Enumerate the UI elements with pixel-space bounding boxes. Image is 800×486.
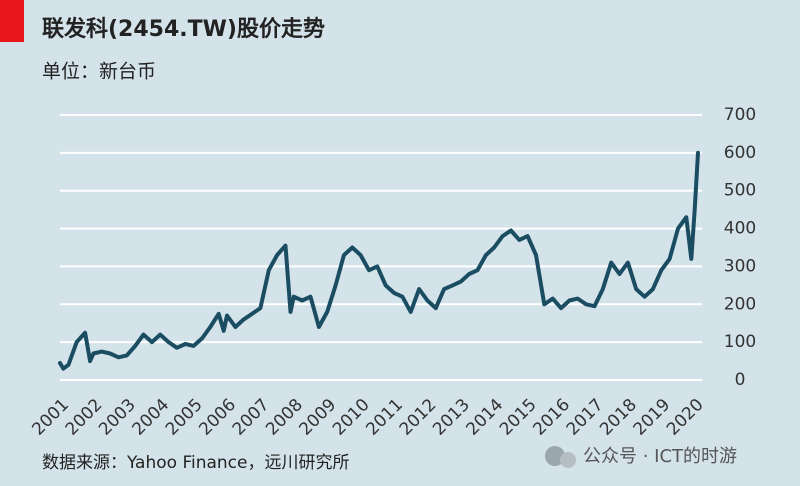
y-tick-label: 0 bbox=[735, 370, 746, 390]
x-tick-label: 2007 bbox=[229, 395, 274, 440]
y-tick-label: 100 bbox=[724, 332, 756, 352]
x-tick-label: 2016 bbox=[529, 395, 574, 440]
y-tick-label: 400 bbox=[724, 219, 756, 239]
x-tick-label: 2003 bbox=[95, 395, 140, 440]
x-tick-label: 2013 bbox=[429, 395, 474, 440]
x-tick-label: 2001 bbox=[28, 395, 73, 440]
chart-subtitle: 单位：新台币 bbox=[42, 61, 156, 83]
watermark: 公众号 · ICT的时游 bbox=[583, 446, 737, 467]
x-tick-label: 2012 bbox=[396, 395, 441, 440]
x-tick-label: 2019 bbox=[630, 395, 675, 440]
x-tick-label: 2014 bbox=[463, 395, 508, 440]
x-tick-label: 2005 bbox=[162, 395, 207, 440]
x-tick-label: 2015 bbox=[496, 395, 541, 440]
watermark-icon bbox=[545, 446, 576, 468]
x-tick-label: 2002 bbox=[62, 395, 107, 440]
x-tick-label: 2018 bbox=[596, 395, 641, 440]
y-tick-label: 300 bbox=[724, 256, 756, 276]
x-tick-label: 2006 bbox=[195, 395, 240, 440]
y-tick-label: 600 bbox=[724, 143, 756, 163]
accent-bar bbox=[0, 0, 24, 42]
x-tick-label: 2010 bbox=[329, 395, 374, 440]
x-tick-label: 2008 bbox=[262, 395, 307, 440]
x-tick-label: 2017 bbox=[563, 395, 608, 440]
y-tick-label: 500 bbox=[724, 181, 756, 201]
y-tick-label: 700 bbox=[724, 105, 756, 125]
source-note: 数据来源：Yahoo Finance，远川研究所 bbox=[42, 453, 349, 473]
x-tick-label: 2020 bbox=[663, 395, 708, 440]
x-tick-label: 2004 bbox=[129, 395, 174, 440]
x-tick-label: 2011 bbox=[362, 395, 407, 440]
x-tick-label: 2009 bbox=[296, 395, 341, 440]
y-tick-label: 200 bbox=[724, 294, 756, 314]
chart-title: 联发科(2454.TW)股价走势 bbox=[42, 16, 325, 42]
price-line bbox=[58, 150, 700, 371]
